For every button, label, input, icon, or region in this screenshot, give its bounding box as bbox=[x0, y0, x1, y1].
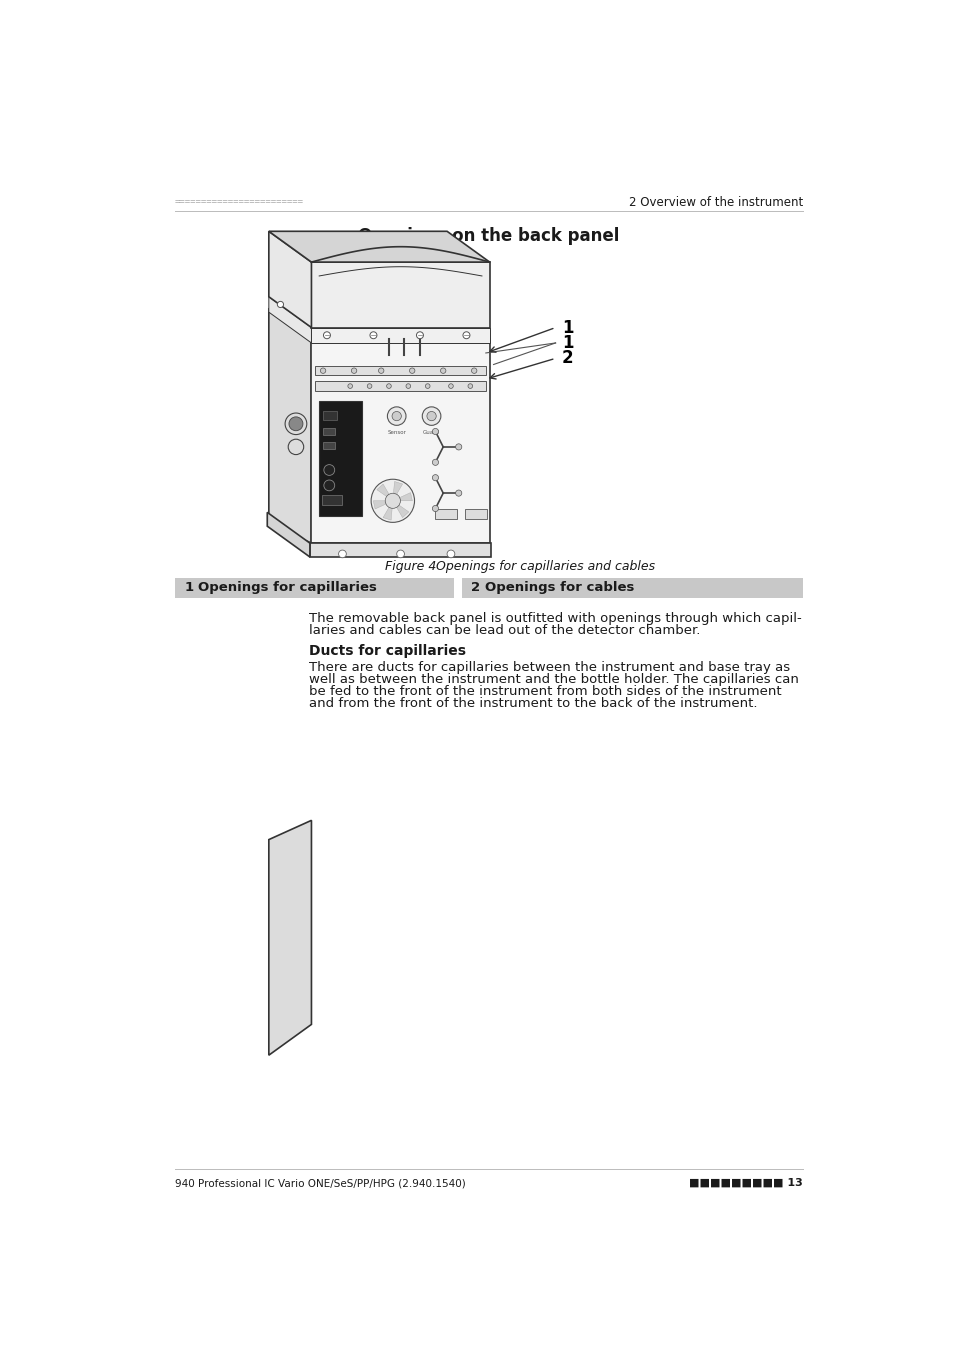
Circle shape bbox=[409, 369, 415, 374]
Text: 2: 2 bbox=[471, 582, 479, 594]
Circle shape bbox=[462, 332, 470, 339]
Circle shape bbox=[351, 369, 356, 374]
Polygon shape bbox=[373, 501, 393, 509]
Text: and from the front of the instrument to the back of the instrument.: and from the front of the instrument to … bbox=[309, 697, 757, 710]
Circle shape bbox=[370, 332, 376, 339]
Circle shape bbox=[392, 412, 401, 421]
Bar bbox=[311, 339, 489, 543]
Circle shape bbox=[425, 383, 430, 389]
Bar bbox=[310, 543, 491, 558]
Circle shape bbox=[432, 475, 438, 481]
Text: ========================: ======================== bbox=[174, 197, 304, 207]
Circle shape bbox=[378, 369, 383, 374]
Circle shape bbox=[432, 459, 438, 466]
Polygon shape bbox=[269, 821, 311, 1056]
Circle shape bbox=[468, 383, 472, 389]
Circle shape bbox=[422, 406, 440, 425]
Text: There are ducts for capillaries between the instrument and base tray as: There are ducts for capillaries between … bbox=[309, 662, 789, 674]
Circle shape bbox=[471, 369, 476, 374]
Text: The removable back panel is outfitted with openings through which capil-: The removable back panel is outfitted wi… bbox=[309, 613, 801, 625]
Text: Sensor: Sensor bbox=[387, 429, 406, 435]
Bar bbox=[322, 494, 341, 505]
Text: Ducts for capillaries: Ducts for capillaries bbox=[309, 644, 466, 657]
Circle shape bbox=[456, 444, 461, 450]
Text: ■■■■■■■■■ 13: ■■■■■■■■■ 13 bbox=[688, 1179, 802, 1188]
Bar bbox=[323, 428, 335, 435]
Bar bbox=[319, 401, 361, 516]
Circle shape bbox=[289, 417, 303, 431]
Polygon shape bbox=[393, 501, 409, 517]
Polygon shape bbox=[393, 482, 402, 501]
Circle shape bbox=[416, 332, 423, 339]
Circle shape bbox=[448, 383, 453, 389]
Circle shape bbox=[277, 301, 283, 308]
Text: 1: 1 bbox=[184, 582, 193, 594]
Bar bbox=[323, 443, 335, 450]
Circle shape bbox=[432, 428, 438, 435]
Polygon shape bbox=[267, 513, 310, 558]
Circle shape bbox=[386, 383, 391, 389]
Circle shape bbox=[440, 369, 445, 374]
Bar bbox=[315, 366, 485, 375]
Text: 1: 1 bbox=[561, 319, 573, 336]
Polygon shape bbox=[269, 231, 489, 262]
Circle shape bbox=[406, 383, 410, 389]
Text: Openings for capillaries and cables: Openings for capillaries and cables bbox=[423, 560, 655, 572]
Circle shape bbox=[387, 406, 406, 425]
Circle shape bbox=[320, 369, 325, 374]
Polygon shape bbox=[393, 493, 412, 501]
Circle shape bbox=[367, 383, 372, 389]
Text: Figure 4: Figure 4 bbox=[385, 560, 436, 572]
Circle shape bbox=[348, 383, 353, 389]
Circle shape bbox=[427, 412, 436, 421]
Bar bbox=[315, 382, 485, 390]
Circle shape bbox=[338, 549, 346, 558]
Text: Openings for capillaries: Openings for capillaries bbox=[198, 582, 376, 594]
Circle shape bbox=[288, 439, 303, 455]
Text: 2: 2 bbox=[561, 350, 573, 367]
Text: 940 Professional IC Vario ONE/SeS/PP/HPG (2.940.1540): 940 Professional IC Vario ONE/SeS/PP/HPG… bbox=[174, 1179, 465, 1188]
Circle shape bbox=[432, 505, 438, 512]
Circle shape bbox=[456, 490, 461, 497]
Text: Openings on the back panel: Openings on the back panel bbox=[358, 227, 618, 244]
Circle shape bbox=[323, 464, 335, 475]
Text: Openings for cables: Openings for cables bbox=[484, 582, 634, 594]
Polygon shape bbox=[376, 485, 393, 501]
Circle shape bbox=[385, 493, 400, 509]
Text: 2 Overview of the instrument: 2 Overview of the instrument bbox=[628, 196, 802, 208]
Bar bbox=[323, 412, 336, 420]
Text: well as between the instrument and the bottle holder. The capillaries can: well as between the instrument and the b… bbox=[309, 672, 799, 686]
Circle shape bbox=[285, 413, 307, 435]
Polygon shape bbox=[269, 297, 311, 343]
Circle shape bbox=[447, 549, 455, 558]
Circle shape bbox=[371, 479, 415, 522]
Bar bbox=[174, 578, 454, 598]
Polygon shape bbox=[269, 308, 311, 543]
Bar bbox=[464, 509, 486, 520]
Bar bbox=[311, 262, 489, 328]
Text: 1: 1 bbox=[561, 333, 573, 352]
Polygon shape bbox=[269, 231, 311, 328]
Circle shape bbox=[396, 549, 404, 558]
Text: be fed to the front of the instrument from both sides of the instrument: be fed to the front of the instrument fr… bbox=[309, 684, 781, 698]
Text: laries and cables can be lead out of the detector chamber.: laries and cables can be lead out of the… bbox=[309, 625, 700, 637]
Polygon shape bbox=[383, 501, 393, 520]
Circle shape bbox=[323, 481, 335, 491]
Bar bbox=[311, 328, 489, 343]
Bar bbox=[461, 578, 802, 598]
Text: Guard: Guard bbox=[423, 429, 439, 435]
Bar bbox=[435, 509, 456, 520]
Circle shape bbox=[323, 332, 330, 339]
